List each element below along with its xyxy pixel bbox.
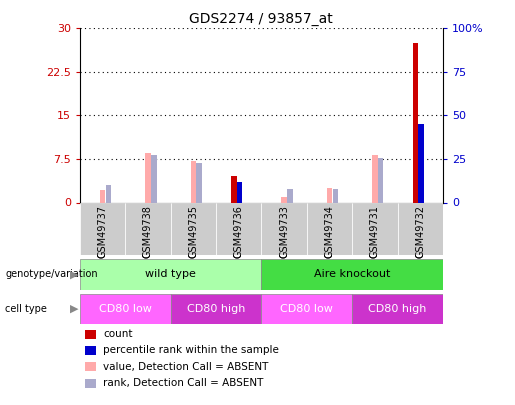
Text: Aire knockout: Aire knockout bbox=[314, 269, 390, 279]
Bar bbox=[170, 294, 261, 324]
Bar bbox=[261, 259, 443, 290]
Text: GSM49733: GSM49733 bbox=[279, 205, 289, 258]
Bar bbox=[333, 190, 338, 202]
Bar bbox=[106, 185, 111, 202]
Text: GSM49732: GSM49732 bbox=[415, 205, 425, 258]
Text: count: count bbox=[103, 329, 132, 339]
Text: CD80 low: CD80 low bbox=[280, 304, 333, 314]
Bar bbox=[151, 156, 157, 202]
Text: wild type: wild type bbox=[145, 269, 196, 279]
Text: CD80 high: CD80 high bbox=[187, 304, 245, 314]
Bar bbox=[418, 124, 424, 202]
Text: ▶: ▶ bbox=[71, 304, 79, 314]
Bar bbox=[352, 202, 398, 255]
Bar bbox=[307, 202, 352, 255]
Bar bbox=[170, 202, 216, 255]
Bar bbox=[413, 43, 418, 202]
Bar bbox=[327, 188, 332, 202]
Bar bbox=[80, 202, 125, 255]
Text: percentile rank within the sample: percentile rank within the sample bbox=[103, 345, 279, 355]
Text: CD80 low: CD80 low bbox=[99, 304, 151, 314]
Text: rank, Detection Call = ABSENT: rank, Detection Call = ABSENT bbox=[103, 378, 263, 388]
Text: CD80 high: CD80 high bbox=[368, 304, 427, 314]
Bar bbox=[398, 202, 443, 255]
Text: cell type: cell type bbox=[5, 304, 47, 314]
Bar bbox=[216, 202, 261, 255]
Bar bbox=[287, 190, 293, 202]
Bar bbox=[231, 177, 237, 202]
Bar bbox=[196, 163, 202, 202]
Text: GSM49738: GSM49738 bbox=[143, 205, 153, 258]
Text: value, Detection Call = ABSENT: value, Detection Call = ABSENT bbox=[103, 362, 268, 371]
Title: GDS2274 / 93857_at: GDS2274 / 93857_at bbox=[190, 12, 333, 26]
Text: GSM49731: GSM49731 bbox=[370, 205, 380, 258]
Bar bbox=[100, 190, 105, 202]
Text: GSM49735: GSM49735 bbox=[188, 205, 198, 258]
Text: GSM49736: GSM49736 bbox=[234, 205, 244, 258]
Bar bbox=[237, 181, 242, 202]
Bar bbox=[80, 294, 170, 324]
Bar bbox=[261, 202, 307, 255]
Text: genotype/variation: genotype/variation bbox=[5, 269, 98, 279]
Text: GSM49737: GSM49737 bbox=[97, 205, 108, 258]
Bar bbox=[281, 197, 287, 202]
Text: ▶: ▶ bbox=[71, 269, 79, 279]
Bar bbox=[372, 155, 377, 202]
Bar bbox=[191, 161, 196, 202]
Bar bbox=[261, 294, 352, 324]
Bar bbox=[145, 153, 150, 202]
Bar bbox=[352, 294, 443, 324]
Text: GSM49734: GSM49734 bbox=[324, 205, 334, 258]
Bar bbox=[378, 158, 384, 202]
Bar bbox=[80, 259, 261, 290]
Bar bbox=[125, 202, 170, 255]
